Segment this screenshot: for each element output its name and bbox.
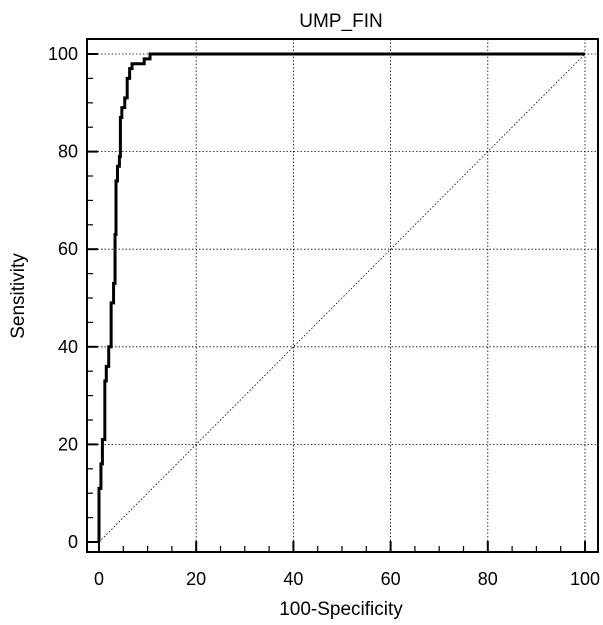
x-tick-label: 40 — [283, 569, 303, 589]
reference-line — [98, 53, 586, 543]
x-tick-label: 100 — [570, 569, 600, 589]
y-tick-label: 40 — [58, 337, 78, 357]
chart-title: UMP_FIN — [299, 11, 382, 32]
y-tick-label: 20 — [58, 434, 78, 454]
y-tick-label: 100 — [48, 44, 78, 64]
x-axis-label: 100-Specificity — [279, 599, 403, 620]
diagonal-reference-line — [98, 53, 586, 543]
y-tick-label: 80 — [58, 142, 78, 162]
roc-curve-line — [97, 52, 585, 542]
plot-frame — [86, 38, 599, 553]
y-axis-label: Sensitivity — [8, 253, 29, 339]
x-tick-label: 0 — [94, 569, 104, 589]
x-tick-label: 20 — [186, 569, 206, 589]
y-tick-label: 60 — [58, 239, 78, 259]
y-axis-ticks: 0 20 40 60 80 100 — [48, 44, 98, 552]
x-tick-label: 60 — [381, 569, 401, 589]
x-tick-label: 80 — [478, 569, 498, 589]
x-axis-ticks: 0 20 40 60 80 100 — [94, 541, 600, 589]
y-tick-label: 0 — [68, 532, 78, 552]
roc-curve — [97, 52, 585, 542]
grid-lines — [87, 39, 598, 552]
